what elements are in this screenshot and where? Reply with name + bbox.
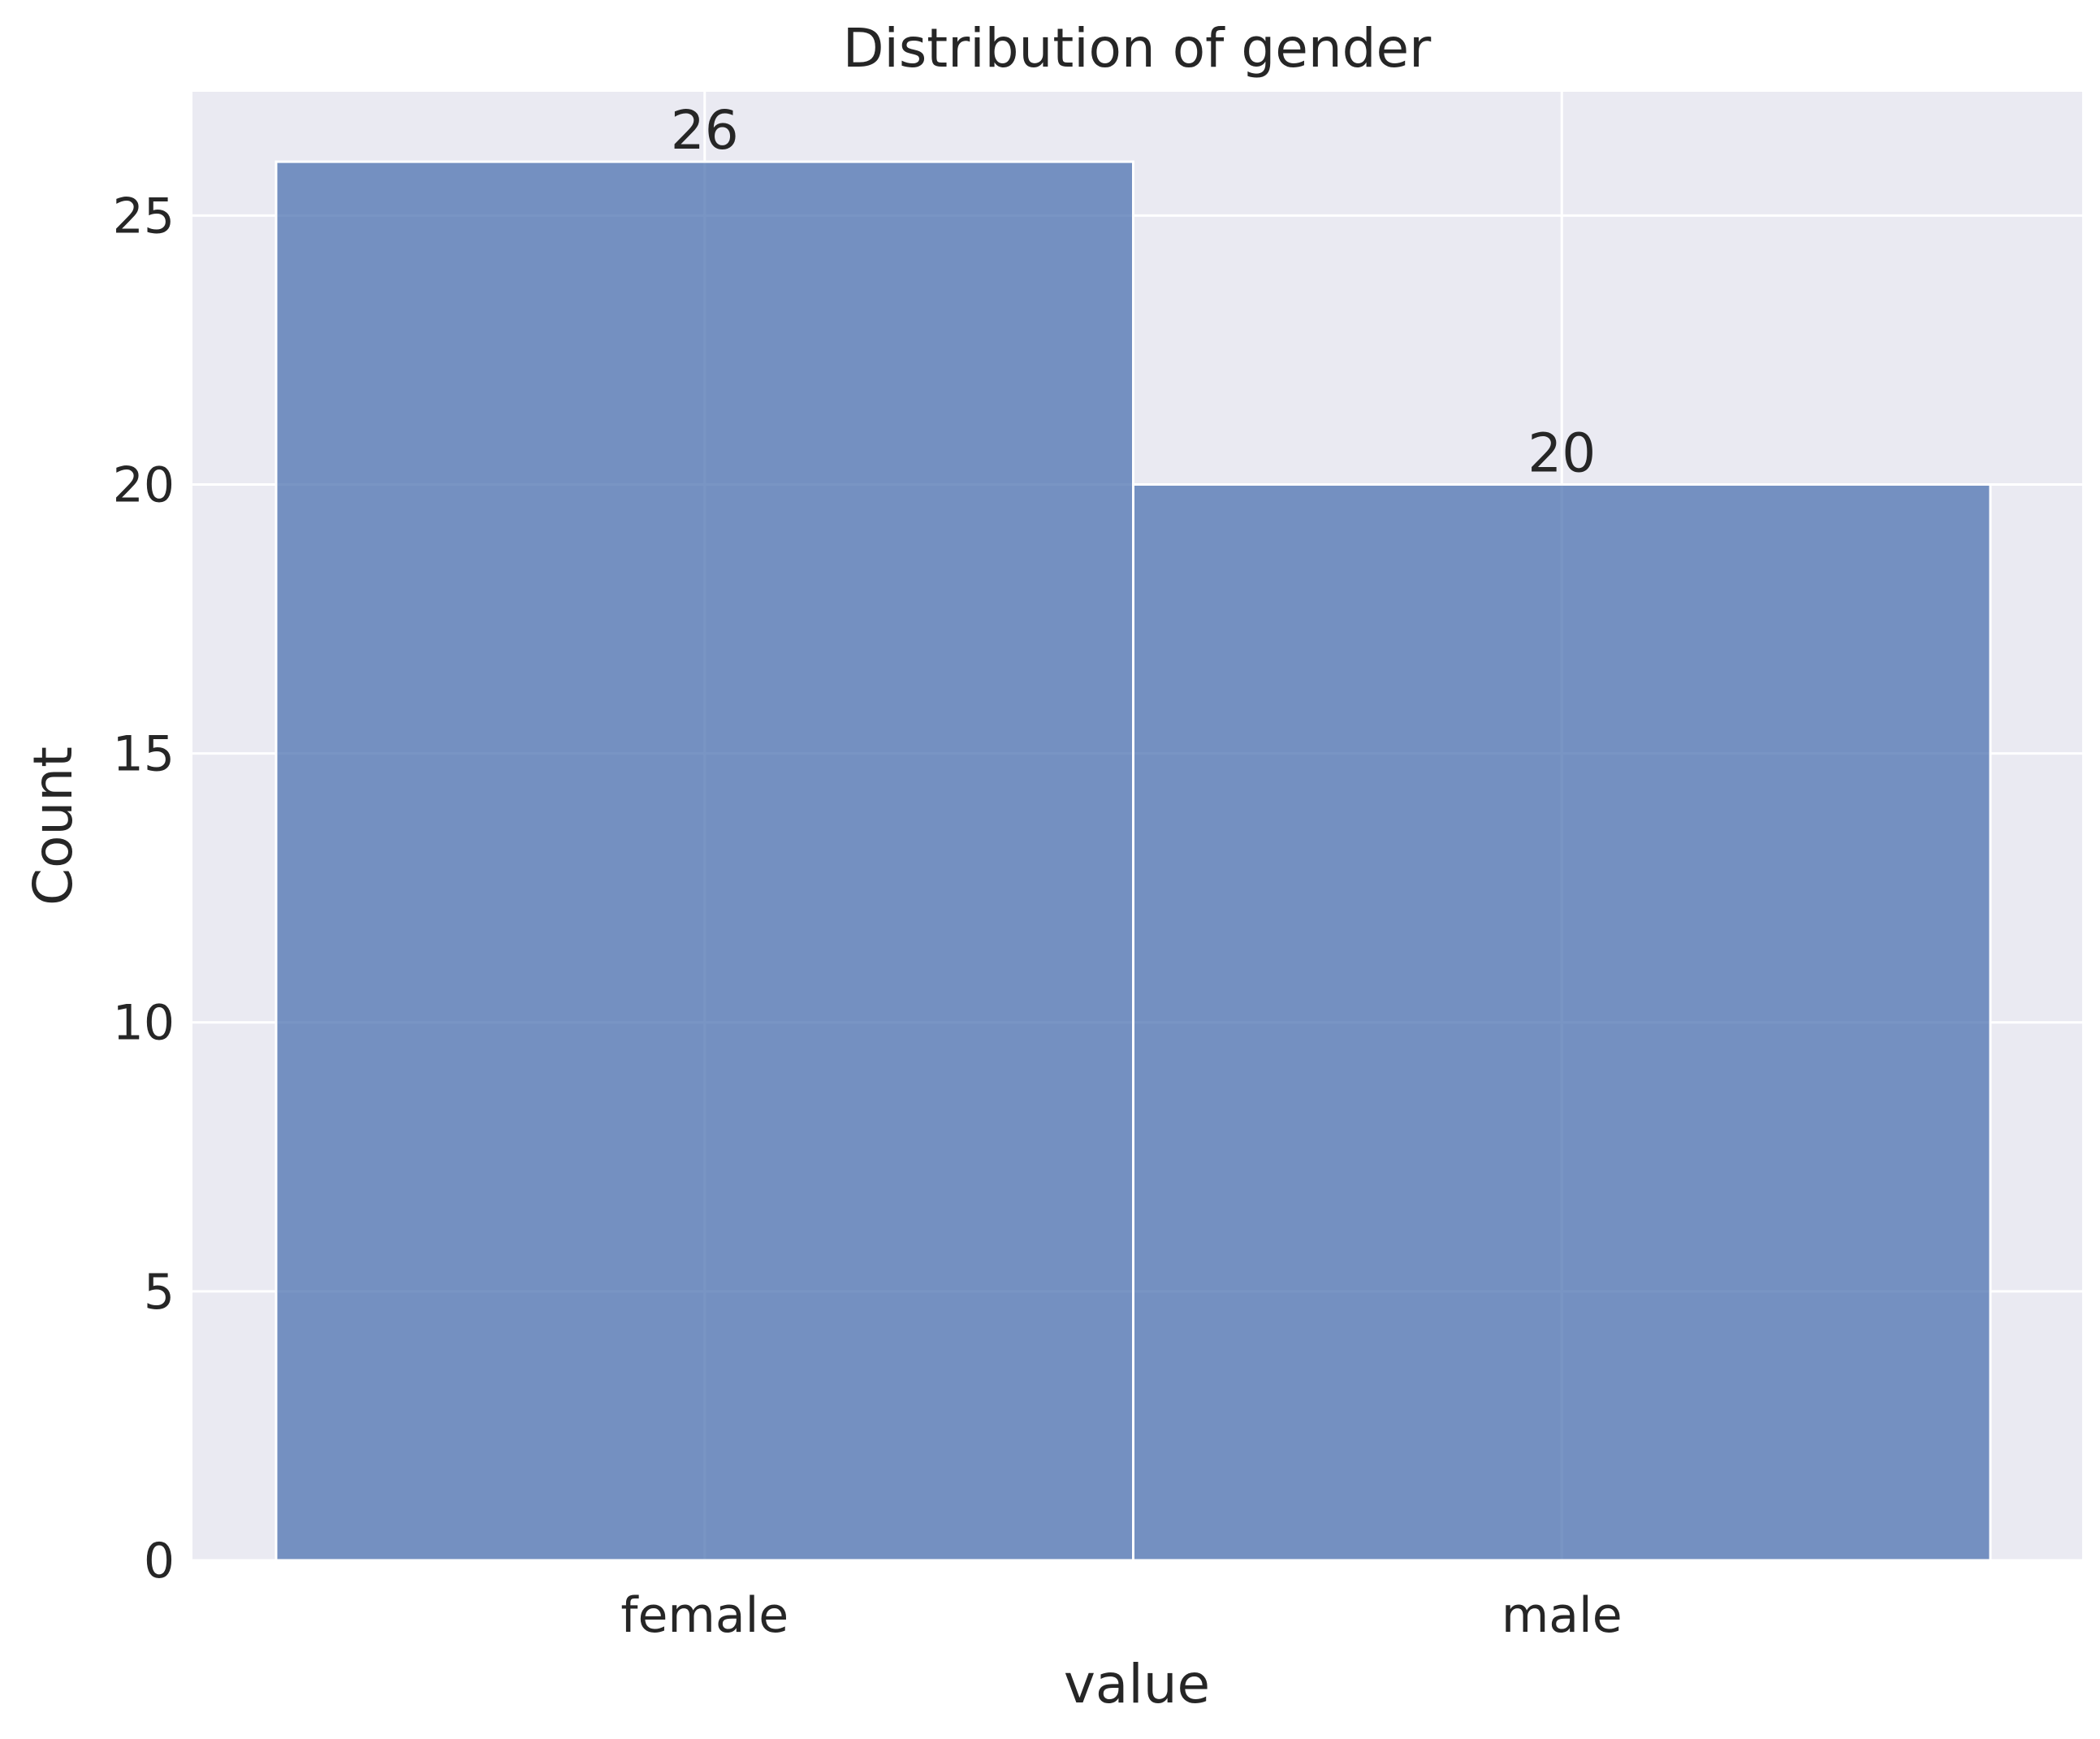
bars bbox=[274, 160, 1992, 1562]
y-tick-label: 10 bbox=[113, 995, 175, 1052]
x-tick-label: female bbox=[620, 1587, 789, 1644]
y-tick-label: 20 bbox=[113, 456, 175, 513]
y-tick-label: 15 bbox=[113, 726, 175, 783]
y-tick-labels: 0 5 10 15 20 25 bbox=[113, 188, 175, 1590]
x-tick-label: male bbox=[1502, 1587, 1623, 1644]
data-label-male: 20 bbox=[1527, 422, 1596, 484]
x-tick-labels: female male bbox=[620, 1587, 1622, 1644]
data-labels: 26 20 bbox=[671, 99, 1596, 484]
bar-female bbox=[274, 160, 1134, 1562]
chart-title: Distribution of gender bbox=[843, 17, 1432, 80]
y-tick-label: 0 bbox=[144, 1533, 175, 1590]
y-axis-label: Count bbox=[22, 746, 84, 906]
data-label-female: 26 bbox=[671, 99, 739, 162]
y-tick-label: 5 bbox=[144, 1264, 175, 1321]
bar-male bbox=[1132, 482, 1992, 1562]
x-axis-label: value bbox=[1064, 1653, 1210, 1715]
y-tick-label: 25 bbox=[113, 188, 175, 244]
